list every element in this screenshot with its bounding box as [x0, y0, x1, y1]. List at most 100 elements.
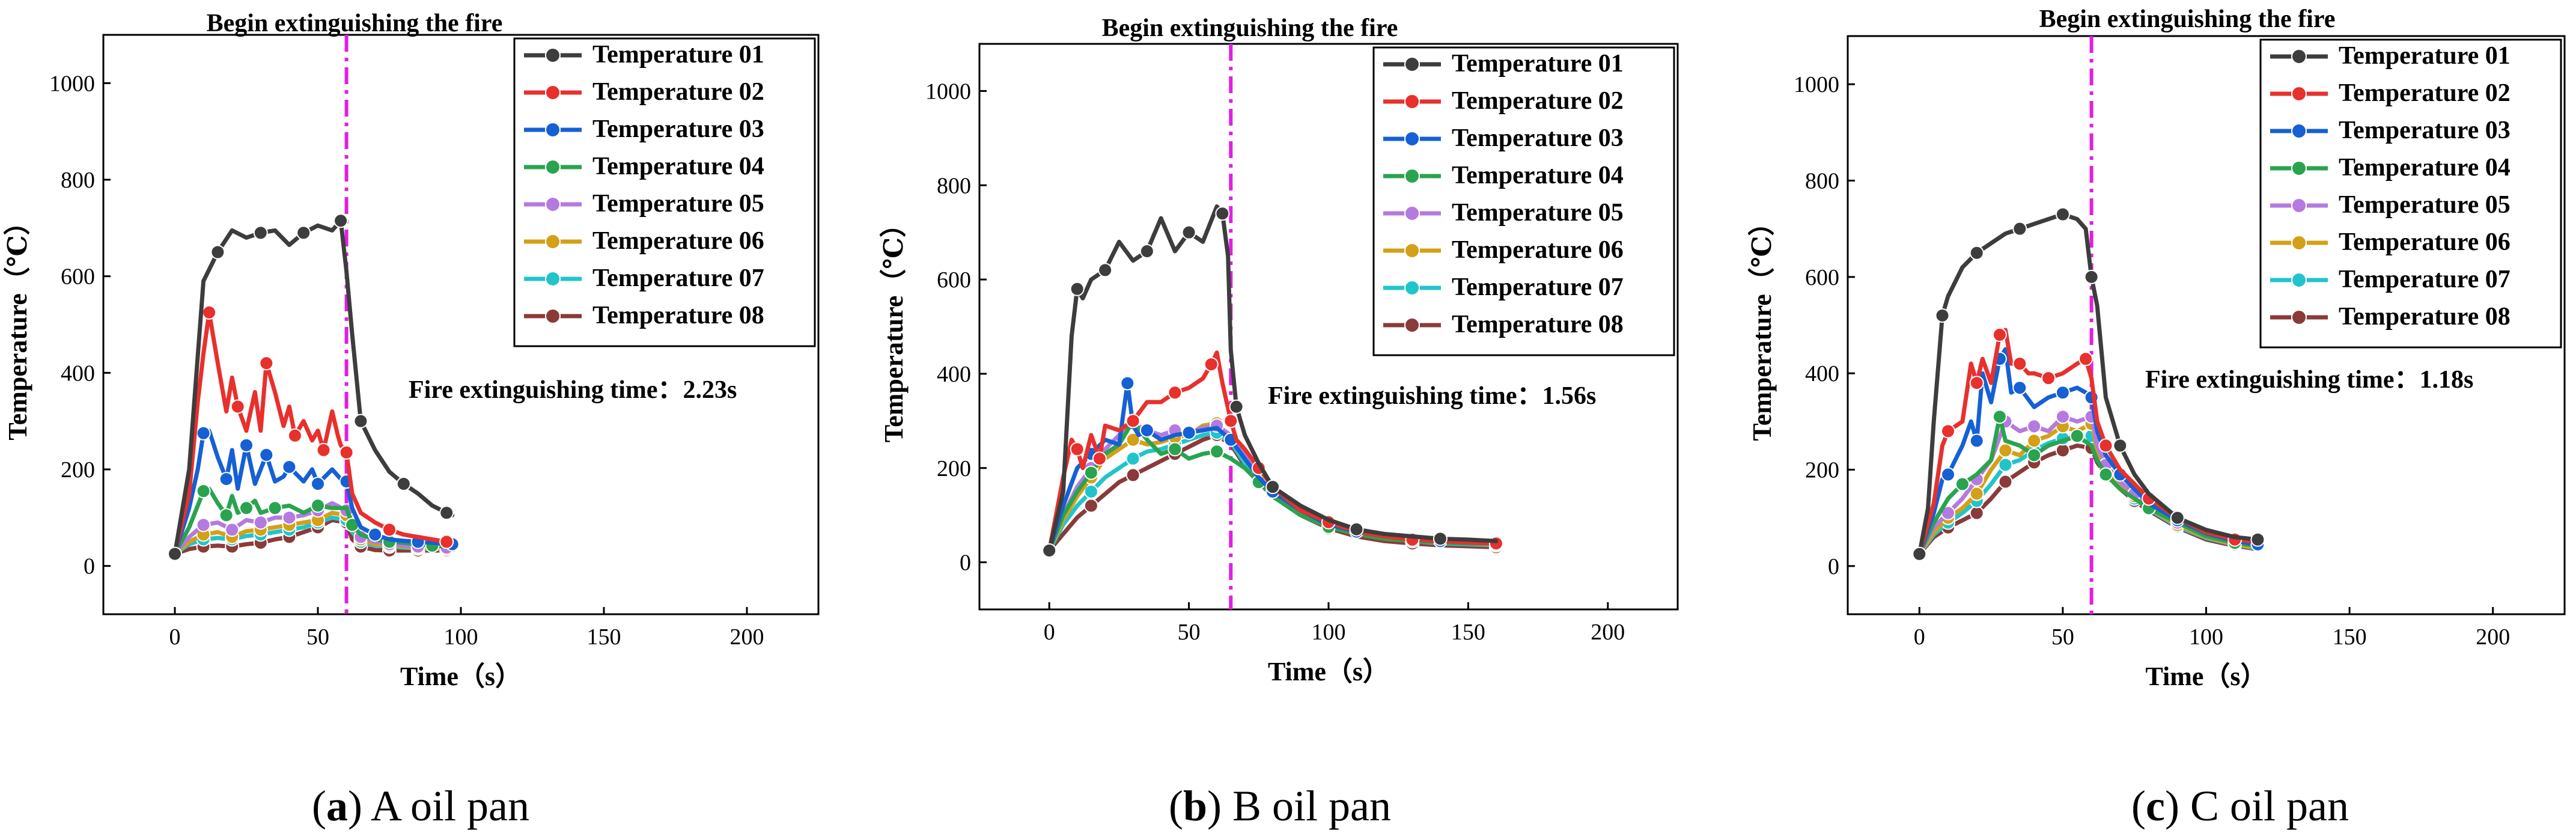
chart-title: Begin extinguishing the fire: [2039, 5, 2336, 33]
legend-entry-label: Temperature 03: [1452, 124, 1624, 152]
data-point: [1125, 413, 1140, 429]
data-point: [219, 508, 234, 523]
series-line: [1917, 328, 2260, 557]
data-point: [2027, 419, 2042, 434]
x-tick-label: 100: [444, 624, 478, 650]
legend-box: [2259, 38, 2562, 349]
data-point: [267, 501, 282, 516]
data-point: [353, 413, 368, 429]
data-point: [368, 527, 383, 542]
data-point: [2012, 380, 2027, 395]
data-point: [282, 510, 297, 525]
data-point: [316, 442, 331, 457]
y-tick-label: 0: [84, 554, 95, 579]
data-point: [1139, 423, 1154, 438]
x-tick-label: 200: [730, 624, 764, 650]
data-point: [1204, 357, 1219, 372]
legend-entry-label: Temperature 08: [2339, 303, 2511, 331]
legend-swatch-marker: [2291, 86, 2307, 102]
panel-caption: (b) B oil pan: [1169, 782, 1391, 830]
y-axis-title: Temperature（℃）: [879, 211, 909, 442]
y-tick-label: 800: [1805, 169, 1839, 194]
legend-swatch-marker: [545, 197, 561, 212]
data-point: [1955, 477, 1970, 492]
data-point: [196, 426, 211, 441]
legend-box: [513, 37, 816, 347]
data-point: [2012, 356, 2027, 371]
data-point: [202, 305, 217, 320]
y-tick-label: 1000: [49, 71, 95, 96]
legend-entry-label: Temperature 07: [2339, 266, 2511, 293]
series-line: [1917, 347, 2260, 557]
data-point: [1083, 465, 1098, 480]
y-tick-label: 200: [937, 456, 971, 481]
legend-swatch-marker: [545, 122, 561, 138]
data-point: [1120, 376, 1135, 391]
panel-caption-text: A oil pan: [371, 782, 529, 830]
data-point: [1070, 281, 1085, 296]
data-point: [196, 517, 211, 532]
legend-entry-label: Temperature 06: [2339, 228, 2511, 256]
data-point: [2078, 352, 2093, 367]
legend-swatch-marker: [2291, 123, 2307, 139]
x-tick-label: 100: [1312, 620, 1346, 645]
data-point: [1125, 451, 1140, 466]
data-point: [1969, 433, 1984, 448]
data-point: [2027, 433, 2042, 448]
data-point: [253, 225, 268, 240]
data-point: [339, 445, 354, 460]
x-tick-label: 50: [1178, 620, 1201, 645]
caption-close-paren: ): [1207, 782, 1232, 830]
data-point: [1098, 263, 1113, 278]
x-axis-title: Time（s）: [400, 662, 522, 691]
legend-entry-label: Temperature 07: [1452, 273, 1624, 301]
data-point: [1223, 413, 1238, 429]
data-point: [2055, 385, 2070, 400]
caption-close-paren: ): [348, 782, 371, 830]
data-point: [1935, 308, 1950, 323]
data-point: [168, 546, 182, 561]
data-point: [196, 484, 211, 499]
y-tick-label: 600: [1805, 265, 1839, 290]
series-line: [172, 310, 455, 557]
data-point: [1969, 376, 1984, 391]
data-point: [2012, 221, 2027, 236]
data-point: [1998, 443, 2013, 458]
panel-letter: b: [1183, 782, 1207, 830]
data-point: [2098, 438, 2113, 453]
caption-open-paren: (: [2131, 782, 2146, 830]
data-point: [1092, 451, 1107, 466]
data-point: [2055, 207, 2070, 222]
data-point: [1210, 444, 1225, 459]
data-point: [2113, 438, 2128, 453]
legend-swatch-marker: [545, 85, 561, 100]
data-point: [2041, 371, 2056, 386]
legend-entry-label: Temperature 06: [1452, 236, 1624, 264]
data-point: [1083, 498, 1098, 513]
data-point: [259, 356, 274, 371]
legend-swatch-marker: [545, 47, 561, 63]
y-tick-label: 600: [61, 264, 95, 290]
x-tick-label: 150: [587, 624, 621, 650]
data-point: [282, 459, 297, 474]
data-point: [225, 522, 240, 537]
data-point: [2098, 467, 2113, 482]
data-point: [1070, 442, 1085, 457]
legend-swatch-marker: [1404, 131, 1420, 147]
y-axis-title: Temperature（℃）: [3, 209, 32, 440]
caption-open-paren: (: [1169, 782, 1183, 830]
legend-entry-label: Temperature 01: [592, 41, 764, 69]
legend-entry-label: Temperature 03: [592, 115, 764, 143]
legend-swatch-marker: [2291, 272, 2307, 288]
data-point: [1969, 245, 1984, 260]
legend-entry-label: Temperature 02: [592, 78, 764, 106]
legend-swatch-marker: [2291, 160, 2307, 176]
series-line: [1917, 414, 2260, 557]
data-point: [239, 501, 254, 516]
panel-letter: a: [326, 782, 348, 830]
y-tick-label: 400: [937, 362, 971, 387]
legend-entry-label: Temperature 05: [592, 190, 764, 218]
y-axis-title: Temperature（℃）: [1747, 209, 1777, 441]
y-tick-label: 200: [61, 457, 95, 483]
y-tick-label: 200: [1805, 458, 1839, 483]
